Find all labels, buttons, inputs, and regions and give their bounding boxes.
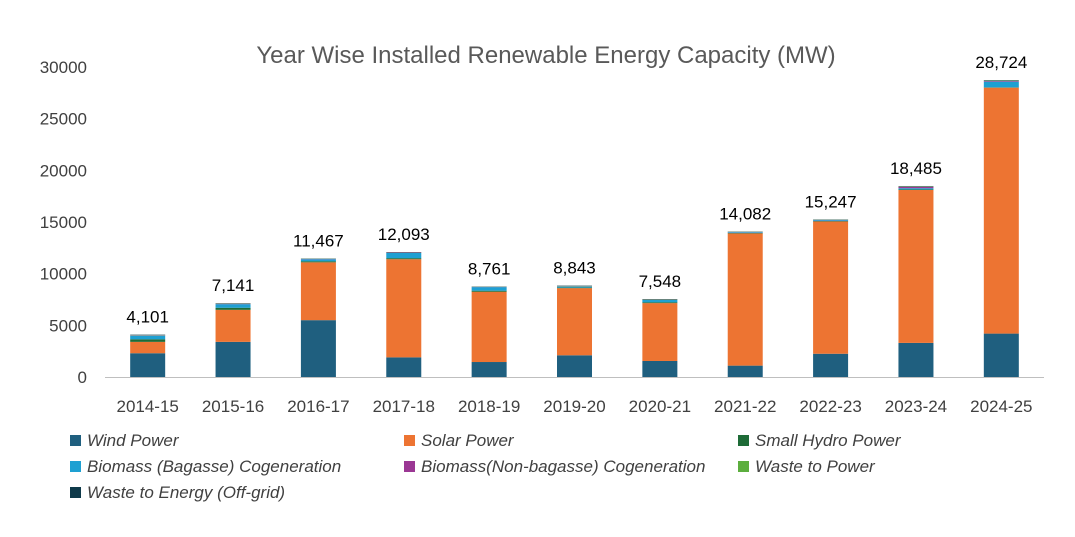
x-tick-label: 2014-15 [116,397,178,416]
bar-segment [983,333,1019,377]
legend-swatch [738,435,749,446]
x-tick-label: 2020-21 [629,397,691,416]
legend-label: Solar Power [421,431,515,450]
legend-swatch [404,461,415,472]
bar-segment [983,87,1019,334]
bar-segment [727,232,763,233]
bar-segment [386,258,422,260]
y-tick-label: 20000 [40,161,87,180]
bars [130,80,1019,377]
bar-segment [898,189,934,343]
bar-segment [557,288,592,356]
bar-segment [386,259,422,358]
legend-swatch [70,435,81,446]
legend-swatch [738,461,749,472]
bar-segment [898,189,934,190]
total-label: 15,247 [805,192,857,211]
legend-label: Wind Power [87,431,180,450]
bar-segment [642,360,678,377]
x-axis: 2014-15 2015-16 2016-17 2017-18 2018-19 2019-… [116,397,1032,416]
bar-segment [727,232,763,234]
x-tick-label: 2015-16 [202,397,264,416]
legend-swatch [404,435,415,446]
legend-label: Waste to Power [755,457,876,476]
x-tick-label: 2018-19 [458,397,520,416]
bar-segment [642,299,678,303]
bar-segment [471,290,507,292]
bar-segment [300,262,336,321]
legend-swatch [70,487,81,498]
legend-label: Biomass(Non-bagasse) Cogeneration [421,457,705,476]
bar-segment [130,341,166,354]
bar-segment [642,303,678,361]
x-tick-label: 2021-22 [714,397,776,416]
bar-segment [557,286,592,288]
bar-segment [727,233,763,366]
y-tick-label: 5000 [49,316,87,335]
x-tick-label: 2022-23 [799,397,861,416]
bar-segment [813,220,849,222]
legend-label: Waste to Energy (Off-grid) [87,483,285,502]
bar-segment [130,353,166,377]
bar-segment [813,353,849,377]
bar-segment [471,287,507,291]
bar-segment [130,339,166,342]
total-label: 8,761 [468,259,511,278]
total-label: 7,141 [212,276,255,295]
total-label: 14,082 [719,204,771,223]
bar-segment [471,362,507,377]
bar-segment [813,221,849,354]
legend-label: Small Hydro Power [755,431,902,450]
x-tick-label: 2024-25 [970,397,1032,416]
total-labels: 4,101 7,141 11,467 12,093 8,761 8,843 7,548 14,… [126,53,1027,326]
y-tick-label: 25000 [40,110,87,129]
total-label: 12,093 [378,225,430,244]
y-tick-label: 15000 [40,213,87,232]
bar-segment [983,81,1019,88]
total-label: 11,467 [293,232,344,251]
bar-segment [215,307,251,310]
y-axis: 0 5000 10000 15000 20000 25000 30000 [40,58,87,387]
total-label: 28,724 [975,53,1027,72]
legend-label: Biomass (Bagasse) Cogeneration [87,457,341,476]
total-label: 18,485 [890,159,942,178]
y-tick-label: 30000 [40,58,87,77]
x-tick-label: 2017-18 [373,397,435,416]
bar-segment [215,309,251,342]
legend: Wind Power Solar Power Small Hydro Power Bi… [70,431,902,502]
x-tick-label: 2019-20 [543,397,605,416]
bar-segment [898,188,934,190]
bar-segment [642,302,678,304]
chart-title: Year Wise Installed Renewable Energy Cap… [256,42,835,69]
bar-segment [471,291,507,363]
bar-segment [898,186,934,189]
bar-segment [300,320,336,377]
bar-segment [300,261,336,263]
bar-segment [557,287,592,289]
bar-segment [386,253,422,259]
x-tick-label: 2023-24 [885,397,947,416]
bar-segment [727,365,763,377]
bar-segment [215,341,251,377]
legend-swatch [70,461,81,472]
bar-segment [898,342,934,377]
total-label: 7,548 [639,272,682,291]
bar-segment [386,357,422,377]
bar-segment [300,259,336,262]
bar-segment [557,355,592,377]
x-tick-label: 2016-17 [287,397,349,416]
total-label: 8,843 [553,259,596,278]
bar-segment [130,335,166,340]
y-tick-label: 10000 [40,265,87,284]
bar-segment [215,304,251,308]
y-tick-label: 0 [78,368,87,387]
bar-segment [983,81,1019,82]
total-label: 4,101 [126,308,169,327]
